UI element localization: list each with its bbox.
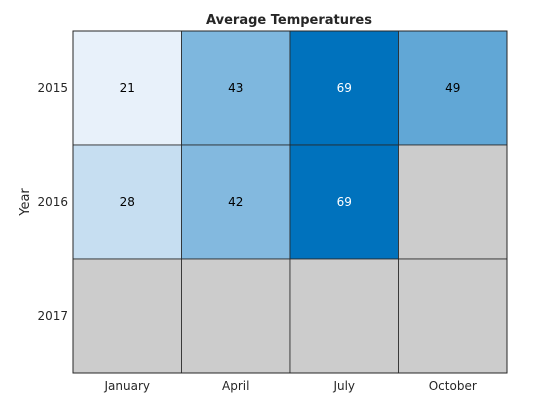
cell-value-label: 43 xyxy=(228,81,243,95)
heatmap-cell-2015-january xyxy=(72,30,182,146)
x-tick-label: July xyxy=(332,379,355,393)
heatmap-cell-2016-january xyxy=(72,144,182,260)
y-tick-label: 2016 xyxy=(37,195,68,209)
heatmap-cell-2017-october xyxy=(398,258,508,374)
heatmap-cell-2017-january xyxy=(72,258,182,374)
chart-title: Average Temperatures xyxy=(206,13,372,28)
cell-value-label: 28 xyxy=(120,195,135,209)
heatmap-cell-2016-october xyxy=(398,144,508,260)
x-tick-label: October xyxy=(429,379,477,393)
y-axis-label: Year xyxy=(18,188,33,217)
cell-value-label: 42 xyxy=(228,195,243,209)
y-tick-label: 2017 xyxy=(37,309,68,323)
x-tick-labels: January April July October xyxy=(104,379,477,393)
y-tick-label: 2015 xyxy=(37,81,68,95)
heatmap-cell-2016-april xyxy=(181,144,291,260)
heatmap-cell-2017-april xyxy=(181,258,291,374)
heatmap-cells xyxy=(72,30,508,374)
heatmap-cell-2015-october xyxy=(398,30,508,146)
y-tick-labels: 2015 2016 2017 xyxy=(37,81,68,323)
heatmap-cell-2015-april xyxy=(181,30,291,146)
cell-labels: 21 43 69 49 28 42 69 xyxy=(120,81,461,209)
cell-value-label: 21 xyxy=(120,81,135,95)
plot-frame xyxy=(72,30,508,374)
heatmap-cell-2017-july xyxy=(289,258,399,374)
cell-value-label: 69 xyxy=(337,81,352,95)
cell-value-label: 69 xyxy=(337,195,352,209)
x-tick-label: April xyxy=(222,379,249,393)
cell-value-label: 49 xyxy=(445,81,460,95)
x-tick-label: January xyxy=(104,379,151,393)
